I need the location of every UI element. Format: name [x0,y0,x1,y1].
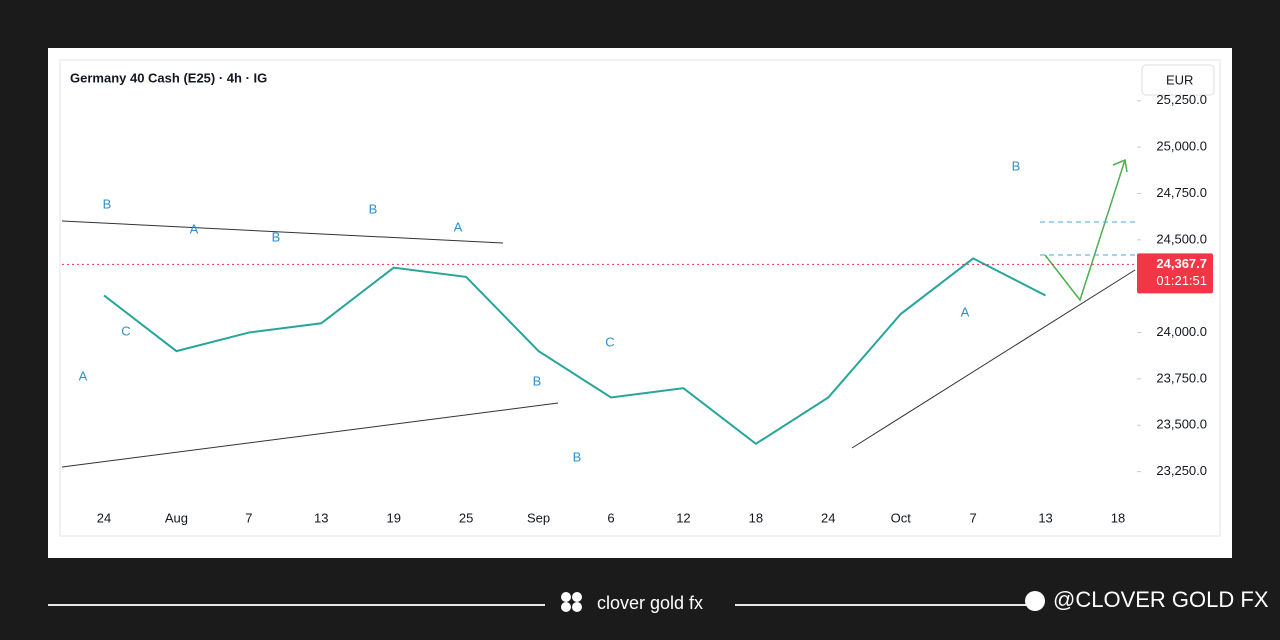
countdown: 01:21:51 [1156,273,1207,288]
y-tick-label: 25,000.0 [1156,139,1207,154]
y-tick-label: 24,750.0 [1156,185,1207,200]
wave-label: A [454,219,463,234]
x-tick-label: 18 [749,510,763,525]
trendline [61,220,504,244]
y-tick-label: 23,250.0 [1156,463,1207,478]
wave-label: B [103,196,112,211]
y-tick-label: 24,000.0 [1156,324,1207,339]
x-tick-label: Sep [527,510,550,525]
wave-label: A [190,221,199,236]
y-tick-label: 23,750.0 [1156,370,1207,385]
wave-label: C [121,323,130,338]
wave-label: B [533,373,542,388]
frame [59,59,1221,537]
wave-label: A [79,368,88,383]
x-tick-label: 18 [1111,510,1125,525]
facebook-icon [1025,591,1045,611]
x-tick-label: 24 [97,510,111,525]
x-tick-label: 6 [607,510,614,525]
x-tick-label: 25 [459,510,473,525]
handle: @CLOVER GOLD FX [1053,587,1269,612]
clover-icon [561,592,582,612]
wave-label: A [961,304,970,319]
projection-arrow [1044,159,1126,302]
current-price: 24,367.7 [1156,256,1207,271]
x-tick-label: Oct [891,510,912,525]
trendline [61,402,559,468]
wave-label: B [1012,158,1021,173]
y-tick-label: 23,500.0 [1156,417,1207,432]
currency-box[interactable] [1141,64,1215,96]
chart-title: Germany 40 Cash (E25) · 4h · IG [70,70,267,85]
wave-label: B [573,449,582,464]
arrow-head [1112,158,1128,173]
y-tick-label: 25,250.0 [1156,92,1207,107]
panel [48,48,1232,558]
x-tick-label: 7 [245,510,252,525]
x-tick-label: Aug [165,510,188,525]
x-tick-label: 12 [676,510,690,525]
x-tick-label: 19 [386,510,400,525]
currency: EUR [1166,72,1193,87]
wave-label: B [369,201,378,216]
wave-label: B [272,229,281,244]
trendline [851,269,1136,449]
brand: clover gold fx [597,593,703,613]
x-tick-label: 13 [1038,510,1052,525]
price-tag [1137,253,1213,294]
y-tick-label: 24,500.0 [1156,231,1207,246]
wave-label: C [605,334,614,349]
price-line [103,257,1047,446]
x-tick-label: 13 [314,510,328,525]
x-tick-label: 24 [821,510,835,525]
x-tick-label: 7 [970,510,977,525]
